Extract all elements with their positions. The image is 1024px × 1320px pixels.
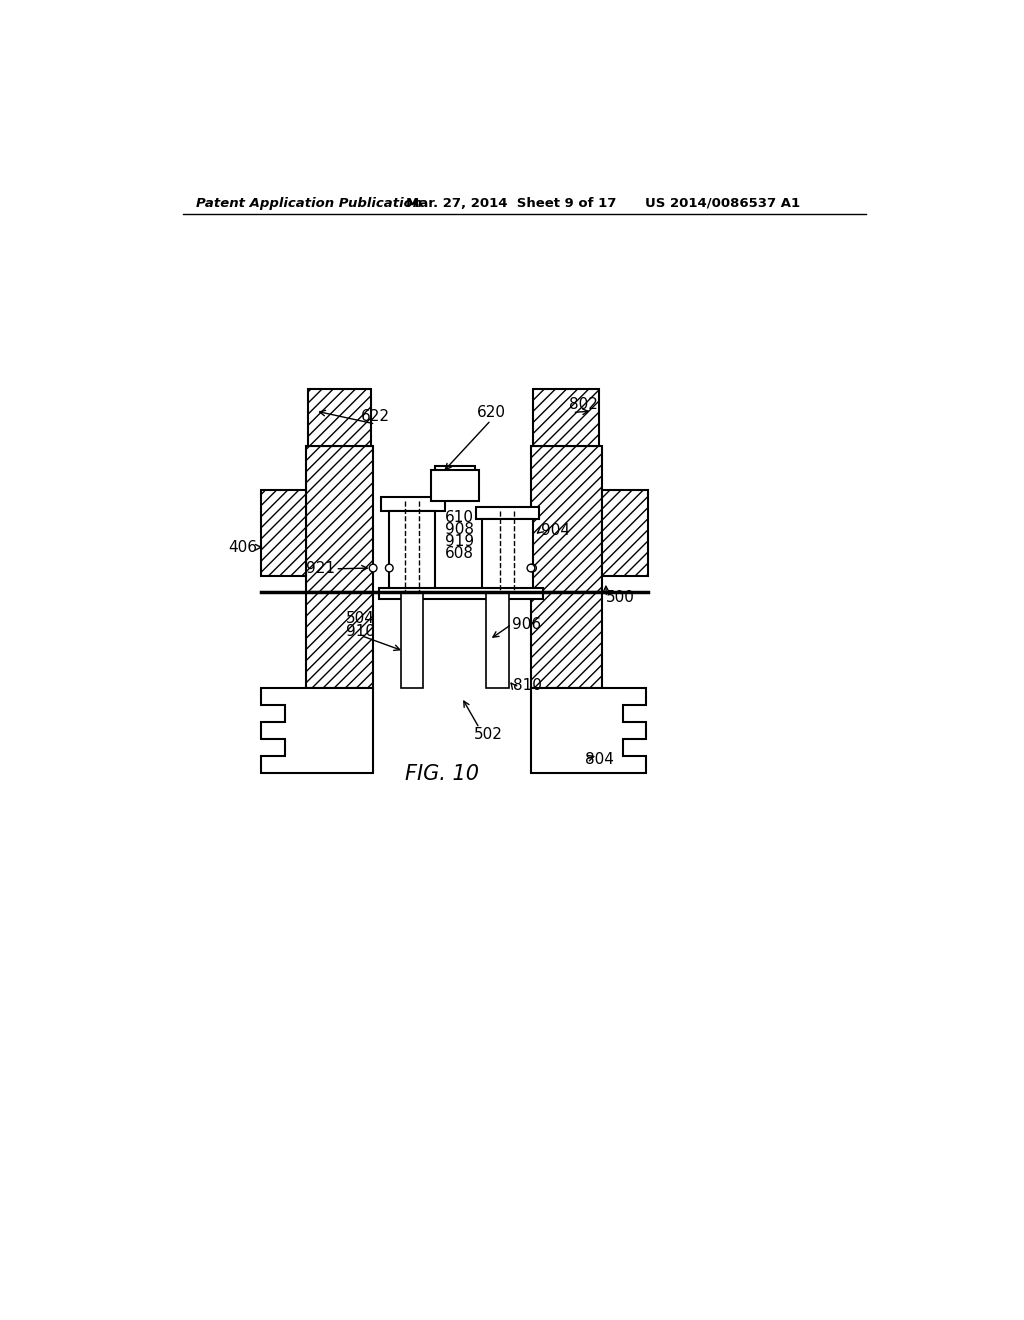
- Text: US 2014/0086537 A1: US 2014/0086537 A1: [645, 197, 800, 210]
- Text: 620: 620: [476, 405, 506, 420]
- Polygon shape: [261, 688, 373, 774]
- Text: 622: 622: [360, 409, 390, 424]
- Polygon shape: [306, 591, 373, 688]
- Polygon shape: [534, 389, 599, 446]
- Bar: [431, 470, 478, 502]
- Text: 804: 804: [585, 751, 613, 767]
- Bar: [481, 519, 532, 594]
- Text: 608: 608: [444, 546, 474, 561]
- Text: 908: 908: [444, 521, 474, 537]
- Text: 910: 910: [346, 624, 375, 639]
- Text: 406: 406: [228, 540, 258, 554]
- Bar: [435, 466, 475, 478]
- Text: 610: 610: [444, 511, 474, 525]
- Polygon shape: [602, 490, 648, 576]
- Polygon shape: [531, 688, 646, 774]
- Polygon shape: [308, 389, 371, 446]
- Circle shape: [528, 564, 537, 572]
- Polygon shape: [531, 688, 646, 774]
- Text: 802: 802: [569, 397, 598, 412]
- Circle shape: [370, 564, 377, 572]
- Circle shape: [385, 564, 393, 572]
- Bar: [400, 594, 423, 688]
- Text: 904: 904: [541, 523, 570, 537]
- Polygon shape: [306, 446, 373, 591]
- Text: 906: 906: [512, 616, 541, 632]
- Text: 504: 504: [346, 611, 375, 627]
- Bar: [476, 507, 539, 519]
- Text: 500: 500: [605, 590, 635, 605]
- Text: FIG. 10: FIG. 10: [406, 764, 479, 784]
- Circle shape: [527, 564, 535, 572]
- Text: 921: 921: [305, 561, 335, 577]
- Text: 919: 919: [444, 533, 474, 549]
- Polygon shape: [531, 591, 602, 688]
- Text: Patent Application Publication: Patent Application Publication: [196, 197, 422, 210]
- Text: Mar. 27, 2014  Sheet 9 of 17: Mar. 27, 2014 Sheet 9 of 17: [407, 197, 616, 210]
- Polygon shape: [261, 688, 373, 774]
- Text: 502: 502: [474, 727, 503, 742]
- Bar: [379, 589, 544, 599]
- Bar: [389, 511, 435, 594]
- Polygon shape: [261, 490, 306, 576]
- Bar: [381, 498, 444, 511]
- Polygon shape: [531, 446, 602, 591]
- Text: 810: 810: [513, 678, 542, 693]
- Bar: [486, 594, 509, 688]
